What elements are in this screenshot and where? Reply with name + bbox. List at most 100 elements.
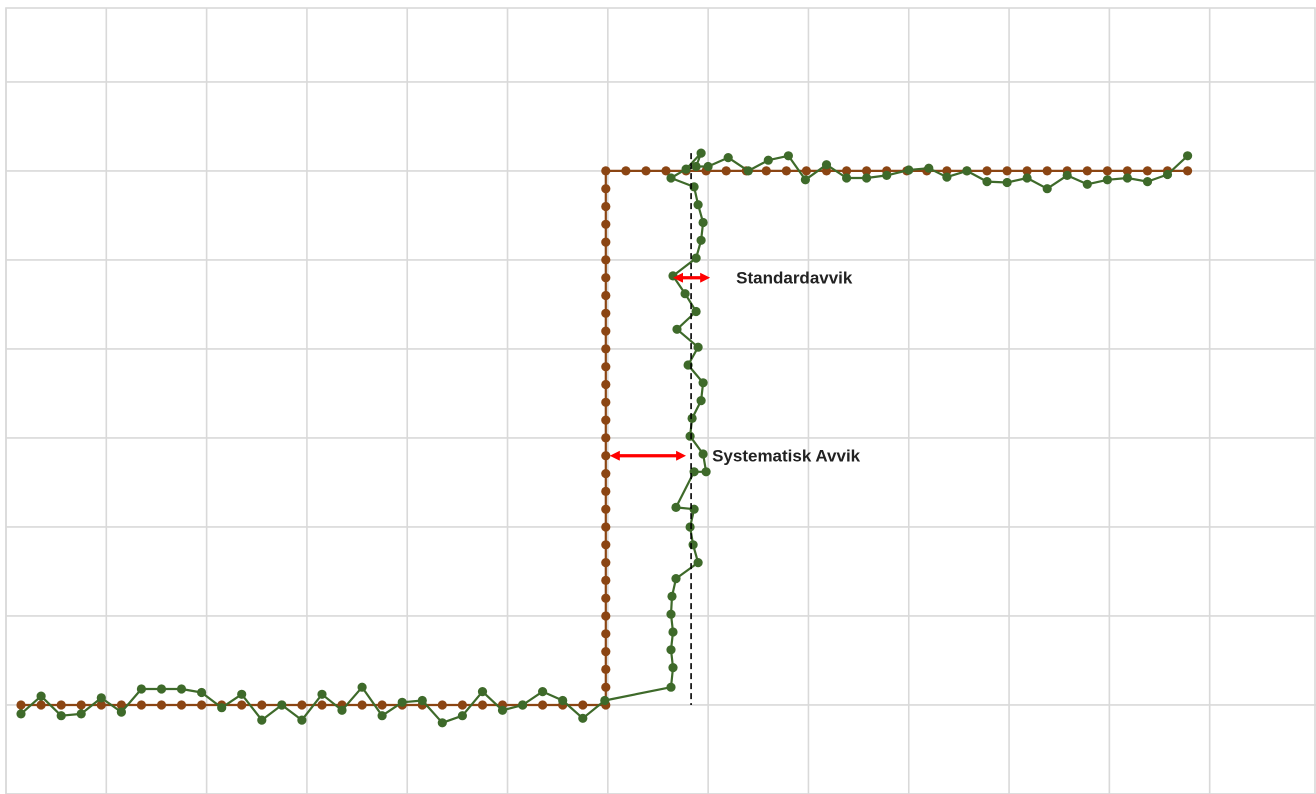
data-point xyxy=(1002,166,1012,176)
data-point xyxy=(1002,177,1012,188)
data-point xyxy=(317,700,327,710)
data-point xyxy=(601,647,611,657)
data-point xyxy=(641,166,651,176)
data-point xyxy=(297,715,307,725)
data-point xyxy=(601,184,611,194)
data-point xyxy=(96,700,106,710)
data-point xyxy=(538,687,548,697)
data-point xyxy=(1062,170,1072,180)
series-1 xyxy=(16,166,1193,710)
data-point xyxy=(16,700,26,710)
data-point xyxy=(1022,173,1032,183)
data-point xyxy=(1142,177,1153,187)
data-point xyxy=(982,166,992,176)
data-point xyxy=(357,700,367,710)
data-point xyxy=(1082,179,1092,189)
data-point xyxy=(601,201,611,212)
data-point xyxy=(1183,151,1193,161)
data-point xyxy=(156,700,167,710)
data-point xyxy=(681,164,691,174)
data-point xyxy=(277,700,287,710)
data-point xyxy=(457,700,467,710)
data-point xyxy=(661,166,671,176)
data-point xyxy=(685,431,695,441)
data-point xyxy=(116,700,126,710)
data-point xyxy=(477,700,488,710)
data-point xyxy=(377,711,387,721)
data-point xyxy=(601,469,611,479)
data-point xyxy=(36,700,46,710)
data-point xyxy=(116,707,126,717)
data-point xyxy=(578,713,588,723)
data-point xyxy=(601,540,611,550)
data-point xyxy=(666,173,676,183)
annotation-2: Systematisk Avvik xyxy=(609,447,861,466)
data-point xyxy=(217,703,227,713)
annotation-label: Systematisk Avvik xyxy=(712,447,861,466)
data-point xyxy=(693,200,703,210)
data-point xyxy=(763,155,773,165)
data-point xyxy=(842,166,852,176)
data-point xyxy=(136,684,146,694)
data-point xyxy=(666,645,676,655)
data-point xyxy=(197,687,207,698)
data-point xyxy=(743,166,753,176)
data-point xyxy=(693,558,703,568)
data-point xyxy=(601,166,611,176)
data-point xyxy=(56,711,66,721)
gridlines xyxy=(5,7,1316,794)
data-point xyxy=(691,161,701,172)
data-point xyxy=(1042,184,1052,194)
data-point xyxy=(862,173,872,183)
data-point xyxy=(437,700,447,710)
data-point xyxy=(1102,175,1112,185)
data-point xyxy=(666,682,676,692)
data-point xyxy=(687,413,697,423)
data-point xyxy=(601,451,611,461)
data-point xyxy=(691,306,701,317)
data-point xyxy=(685,522,695,532)
data-point xyxy=(1102,166,1112,176)
data-point xyxy=(801,166,812,176)
data-point xyxy=(1162,169,1173,180)
annotation-1: Standardavvik xyxy=(673,269,853,288)
data-point xyxy=(601,558,611,568)
data-point xyxy=(668,271,678,281)
data-point xyxy=(477,687,488,697)
data-point xyxy=(56,700,66,710)
data-point xyxy=(821,160,832,170)
data-point xyxy=(721,166,731,176)
data-point xyxy=(1022,166,1032,176)
data-point xyxy=(671,574,681,584)
data-point xyxy=(696,148,706,158)
data-point xyxy=(601,219,611,229)
data-point xyxy=(601,415,611,425)
data-point xyxy=(982,177,992,187)
data-point xyxy=(696,235,706,245)
data-point xyxy=(1122,166,1132,176)
data-point xyxy=(457,711,467,721)
data-point xyxy=(600,695,610,706)
data-point xyxy=(1042,166,1052,176)
data-point xyxy=(601,664,611,675)
data-point xyxy=(257,715,267,725)
data-point xyxy=(667,591,677,602)
data-point xyxy=(688,540,698,550)
data-point xyxy=(96,693,106,703)
data-point xyxy=(698,449,708,459)
data-point xyxy=(317,689,327,699)
data-point xyxy=(601,344,611,354)
data-point xyxy=(601,682,611,692)
data-point xyxy=(668,663,678,673)
data-point xyxy=(197,700,207,710)
data-point xyxy=(680,289,690,299)
data-point xyxy=(601,290,611,301)
data-point xyxy=(691,253,701,263)
data-point xyxy=(882,170,892,180)
data-point xyxy=(417,695,427,706)
data-point xyxy=(783,151,794,161)
data-point xyxy=(337,705,347,715)
data-point xyxy=(601,362,611,372)
data-point xyxy=(601,504,611,514)
